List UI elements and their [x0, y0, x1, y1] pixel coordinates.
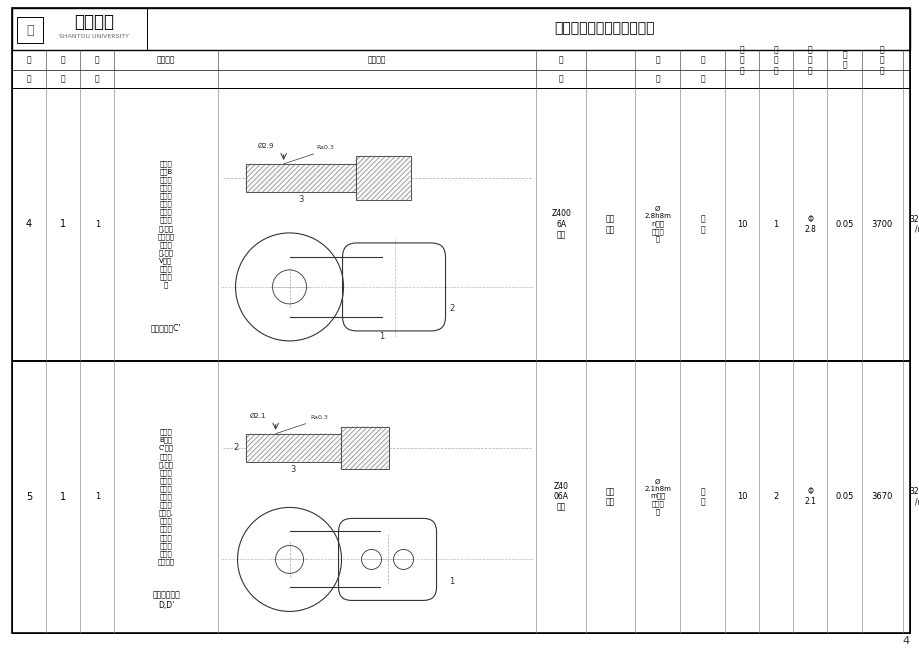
- Bar: [17, 17, 43, 43]
- Text: 32.55m
/min: 32.55m /min: [908, 215, 919, 234]
- Text: 🐉: 🐉: [27, 23, 34, 36]
- Text: 1: 1: [95, 492, 100, 501]
- Text: 给
量: 给 量: [841, 50, 845, 70]
- Bar: [245, 164, 356, 192]
- Text: 工: 工: [27, 55, 31, 64]
- Bar: [12, 8, 147, 50]
- Bar: [12, 50, 909, 88]
- Bar: [356, 156, 410, 200]
- Text: 3700: 3700: [870, 220, 891, 229]
- Bar: [12, 361, 909, 633]
- Text: 4: 4: [26, 219, 32, 229]
- Text: Ø2.9: Ø2.9: [257, 143, 274, 149]
- Text: 刀: 刀: [654, 55, 659, 64]
- Text: 以底面
B和孔
C'为定
位精基
准,用圆
柱销和
大平面
组合及
对中夹
具来辅
助定位,
（并采
用自对
中夹具
保证三
个孔的
同轴度）: 以底面 B和孔 C'为定 位精基 准,用圆 柱销和 大平面 组合及 对中夹 具来…: [157, 428, 175, 565]
- Text: 量: 量: [699, 55, 704, 64]
- Text: 1: 1: [448, 577, 454, 586]
- Text: 5: 5: [26, 492, 32, 502]
- Text: 塞
规: 塞 规: [699, 215, 704, 234]
- Text: 安: 安: [61, 55, 65, 64]
- Text: 10: 10: [736, 492, 746, 501]
- Text: Ra0.3: Ra0.3: [315, 145, 334, 150]
- Text: 工序说明: 工序说明: [156, 55, 175, 64]
- Text: Ø
2.8h8m
n专用
麻花钻
夹: Ø 2.8h8m n专用 麻花钻 夹: [643, 206, 670, 242]
- Text: 32.55m
/min: 32.55m /min: [908, 487, 919, 506]
- Text: 具: 具: [654, 74, 659, 83]
- Text: 3670: 3670: [870, 492, 891, 501]
- Text: 专用
夹具: 专用 夹具: [606, 487, 615, 506]
- Text: 专用
夹具: 专用 夹具: [606, 215, 615, 234]
- Text: 2: 2: [773, 492, 778, 501]
- Text: Ø2.1: Ø2.1: [249, 413, 266, 419]
- Text: Ø
2.1h8m
m专用
麻花钻
夹: Ø 2.1h8m m专用 麻花钻 夹: [643, 479, 670, 515]
- Text: 工序简图: 工序简图: [368, 55, 386, 64]
- Text: 刀
次
数: 刀 次 数: [773, 45, 777, 75]
- Text: 具: 具: [699, 74, 704, 83]
- Text: 床: 床: [558, 74, 562, 83]
- Text: 0.05: 0.05: [834, 220, 853, 229]
- Text: 2: 2: [233, 443, 238, 452]
- Text: SHANTOU UNIVERSITY: SHANTOU UNIVERSITY: [59, 33, 129, 38]
- Text: Z400
6A
钻床: Z400 6A 钻床: [550, 210, 571, 239]
- Text: 机: 机: [558, 55, 562, 64]
- Text: 汕头大学: 汕头大学: [74, 13, 114, 31]
- Bar: [340, 426, 388, 469]
- Bar: [12, 8, 909, 50]
- Text: 以大底
平面B
为定位
精基准
（利用
钻床定
位夹具
辅助定
位,如钻
套），采
用支承
钉,可调
V型块
和辅助
夹紧定
位: 以大底 平面B 为定位 精基准 （利用 钻床定 位夹具 辅助定 位,如钻 套），…: [157, 160, 175, 288]
- Text: 刀
长
度: 刀 长 度: [739, 45, 743, 75]
- Text: 轴
转
速: 轴 转 速: [879, 45, 883, 75]
- Text: 粗加工通孔C': 粗加工通孔C': [151, 324, 181, 332]
- Text: Φ
2.8: Φ 2.8: [803, 215, 815, 234]
- Text: 4: 4: [902, 636, 909, 646]
- Text: 0.05: 0.05: [834, 492, 853, 501]
- Text: 1: 1: [60, 492, 66, 502]
- Text: 3: 3: [298, 195, 303, 204]
- Text: 步: 步: [95, 74, 99, 83]
- Text: 10: 10: [736, 220, 746, 229]
- Text: 塞
规: 塞 规: [699, 487, 704, 506]
- Text: 1: 1: [773, 220, 778, 229]
- Text: Ra0.3: Ra0.3: [311, 415, 328, 420]
- Text: 1: 1: [95, 220, 100, 229]
- Text: Φ
2.1: Φ 2.1: [803, 487, 815, 506]
- Text: 序: 序: [27, 74, 31, 83]
- Text: 粗加工螺纹孔
D,D': 粗加工螺纹孔 D,D': [152, 590, 180, 610]
- Text: 1: 1: [60, 219, 66, 229]
- Text: Z40
06A
钻床: Z40 06A 钻床: [553, 482, 568, 512]
- Text: 装: 装: [61, 74, 65, 83]
- Text: 工: 工: [95, 55, 99, 64]
- Text: 1: 1: [379, 333, 384, 341]
- Text: 2: 2: [448, 305, 454, 313]
- Bar: [12, 88, 909, 361]
- Text: 3: 3: [290, 465, 296, 474]
- Bar: [245, 434, 340, 462]
- Text: 机械加工工艺过程综合卡片: 机械加工工艺过程综合卡片: [554, 21, 654, 35]
- Text: 工
余
量: 工 余 量: [807, 45, 811, 75]
